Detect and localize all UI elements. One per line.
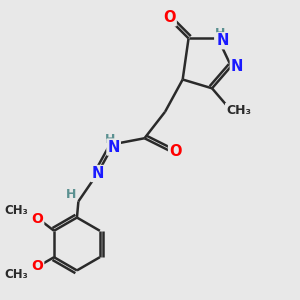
Text: O: O [31,259,43,273]
Text: O: O [163,10,176,25]
Text: CH₃: CH₃ [226,104,251,117]
Text: CH₃: CH₃ [5,204,28,217]
Text: H: H [215,28,226,40]
Text: O: O [169,144,182,159]
Text: N: N [107,140,120,154]
Text: H: H [105,133,115,146]
Text: N: N [91,166,104,181]
Text: CH₃: CH₃ [5,268,28,281]
Text: N: N [217,33,230,48]
Text: N: N [231,59,243,74]
Text: H: H [66,188,76,201]
Text: O: O [31,212,43,226]
